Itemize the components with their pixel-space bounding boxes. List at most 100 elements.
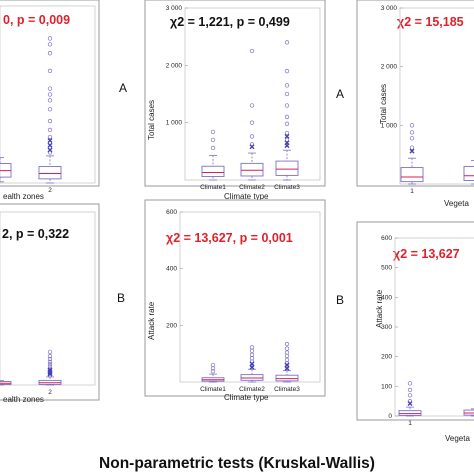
extreme-point [47,367,53,373]
box-series [463,408,474,417]
x-tick-label: 1 [410,188,414,195]
x-axis-label: Vegeta [444,199,469,208]
extreme-point [47,142,53,148]
outlier-point [409,130,415,135]
box-1 [400,123,424,185]
stat-label: 0, p = 0,009 [3,13,70,27]
plot-area: 200 400 600 Climate1 Climate2 Climate3 [166,209,321,393]
extreme-point [47,138,53,144]
outlier-point [249,120,255,125]
extreme-point [249,361,255,367]
x-tick-label: 1 [408,420,412,427]
extreme-point [284,362,290,368]
outlier-point [47,68,53,74]
outlier-point [47,42,53,47]
outlier-point [47,354,53,359]
y-tick-label: 100 [381,383,392,390]
panel-top-right: χ2 = 15,185 Total cases Vegeta 1 000 2 00… [356,0,474,208]
box-iqr [240,374,264,381]
y-tick-label: 0 [388,413,392,420]
box-Climate3 [275,341,299,383]
y-tick-label: 2 000 [381,64,398,71]
y-tick-label: 200 [381,354,392,361]
outlier-point [284,121,290,126]
outlier-point [284,103,290,108]
outlier-point [47,107,53,112]
stat-label: χ2 = 13,627 [393,247,460,261]
extreme-point [407,401,413,407]
panel-top-middle: χ2 = 1,221, p = 0,499 Total cases Climat… [144,0,326,201]
y-axis-label: Attack rate [375,289,384,328]
stat-label: 2, p = 0,322 [2,227,69,241]
x-axis-label: ealth zones [3,192,44,201]
outlier-point [47,118,53,124]
stat-label: χ2 = 15,185 [397,15,464,29]
plot-area: 2 [0,5,96,194]
x-tick-label: Climate2 [239,386,265,393]
extreme-point [284,140,290,146]
outlier-point [284,341,290,347]
box-iqr [240,162,264,177]
box-Climate3 [275,40,299,181]
x-axis-label: Vegeta [445,434,470,443]
y-tick-label: 500 [381,265,392,272]
outlier-point [284,114,290,120]
plot-area: 1 000 2 000 3 000 Climate1 Climate2 Climate3 [166,5,321,191]
box-Climate2 [240,48,264,181]
y-axis-label: Total cases [379,84,388,124]
outlier-point [407,381,413,386]
outlier-point [409,123,415,128]
stat-label: χ2 = 13,627, p = 0,001 [166,231,293,245]
plot-area: 2 [0,211,96,396]
outlier-point [284,40,290,45]
y-tick-label: 600 [166,209,177,216]
panel-letter: B [336,293,344,307]
box-Climate2 [240,345,264,383]
y-tick-label: 300 [381,324,392,331]
outlier-point [284,346,290,351]
extreme-point [249,144,255,150]
outlier-point [210,369,216,374]
outlier-point [249,345,255,350]
outlier-point [284,83,290,88]
y-tick-label: 3 000 [381,5,398,12]
outlier-point [249,103,255,108]
outlier-point [210,145,216,151]
x-axis-label: Climate type [224,192,269,201]
y-tick-label: 1 000 [166,120,183,127]
box-iqr [400,167,424,183]
box-iqr [38,166,62,180]
outlier-point [47,356,53,362]
box-iqr [398,410,422,416]
outlier-point [47,36,53,41]
outlier-point [249,134,255,139]
outlier-point [249,48,255,54]
extreme-point [284,133,290,139]
outlier-point [47,134,53,140]
plot-border [399,7,474,185]
outlier-point [284,91,290,97]
y-tick-label: 2 000 [166,62,183,69]
y-tick-label: 600 [381,235,392,242]
outlier-point [210,137,216,143]
panel-bottom-left: 2, p = 0,322 ealth zones 2 [0,203,100,404]
box-2 [38,349,62,386]
outlier-point [284,350,290,355]
outlier-point [249,352,255,357]
outlier-point [284,137,290,143]
stat-label: χ2 = 1,221, p = 0,499 [170,15,290,29]
box-Climate1 [201,129,225,181]
x-tick-label: Climate2 [239,184,265,191]
plot-frame [356,221,474,421]
panel-letter: A [119,81,127,95]
plot-frame [144,0,326,187]
outlier-point [407,393,413,398]
outlier-point [409,136,415,141]
x-tick-label: Climate3 [274,184,300,191]
outlier-point [47,51,53,56]
panel-letter: A [336,87,344,101]
box-Climate1 [201,362,225,383]
y-axis-label: Total cases [147,100,156,140]
y-axis-label: Attack rate [147,301,156,340]
y-tick-label: 1 000 [381,122,398,129]
